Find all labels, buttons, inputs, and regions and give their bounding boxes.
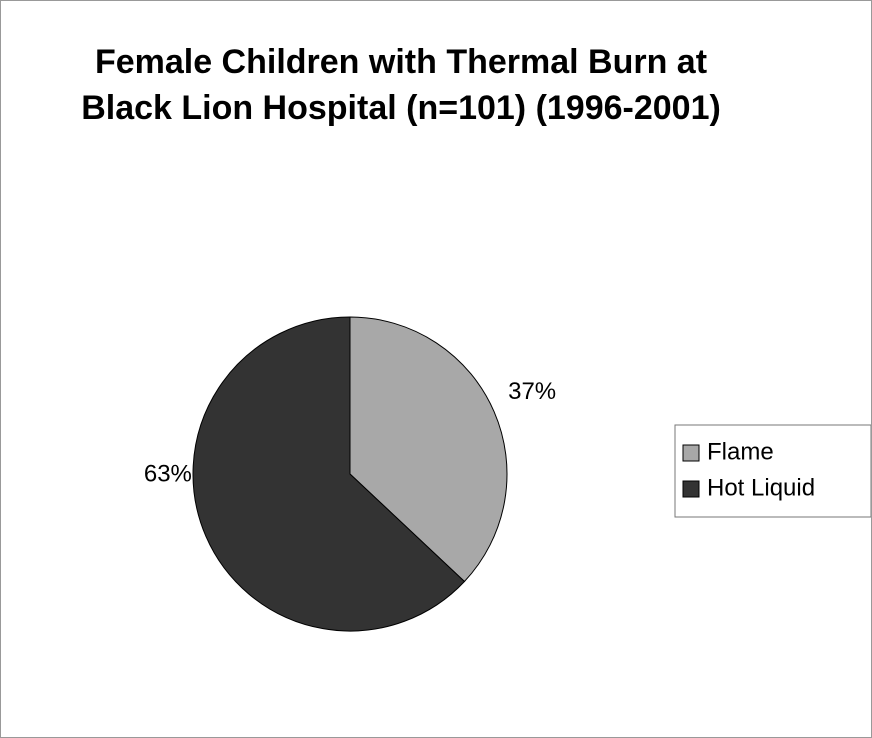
legend-swatch xyxy=(682,444,700,462)
legend-label: Flame xyxy=(707,438,774,465)
pie-slice xyxy=(349,316,508,583)
pie-slice xyxy=(192,316,466,632)
data-label: 37% xyxy=(508,378,556,405)
legend-label: Hot Liquid xyxy=(707,474,815,501)
chart-title: Female Children with Thermal Burn at Bla… xyxy=(81,43,721,127)
legend-swatch xyxy=(682,480,700,498)
legend-box xyxy=(674,424,871,518)
data-label: 63% xyxy=(144,461,192,488)
